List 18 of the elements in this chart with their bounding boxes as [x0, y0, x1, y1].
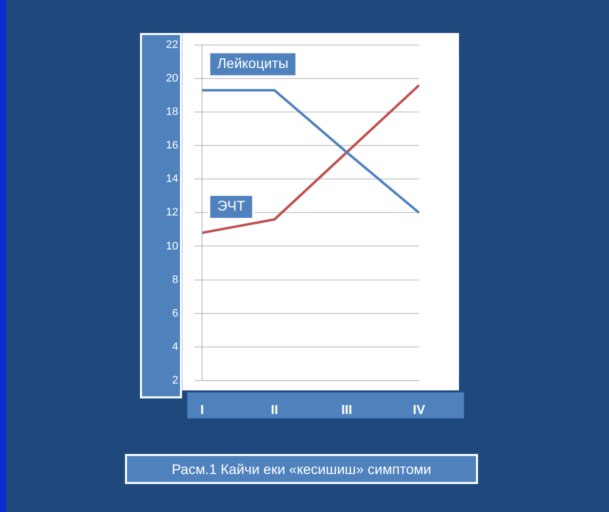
- y-tick-label: 16: [166, 140, 178, 152]
- x-tick-label: III: [341, 402, 352, 417]
- y-tick-label: 2: [172, 374, 178, 386]
- y-tick-label: 10: [166, 240, 178, 252]
- x-tick-label: IV: [412, 402, 426, 417]
- y-tick-label: 8: [172, 274, 178, 286]
- x-tick-label: I: [200, 402, 204, 417]
- series-label: ЭЧТ: [217, 198, 246, 214]
- y-tick-label: 12: [166, 206, 178, 219]
- y-tick-label: 6: [172, 307, 178, 320]
- y-tick-label: 4: [172, 340, 178, 353]
- x-tick-label: II: [270, 402, 278, 417]
- y-tick-label: 22: [166, 39, 178, 52]
- series-label: Лейкоциты: [217, 55, 288, 72]
- y-tick-label: 14: [166, 173, 178, 186]
- y-tick-label: 20: [166, 72, 178, 85]
- text: Расм.1 Кайчи еки «кесишиш» симптоми: [125, 454, 478, 484]
- y-tick-label: 18: [166, 106, 178, 118]
